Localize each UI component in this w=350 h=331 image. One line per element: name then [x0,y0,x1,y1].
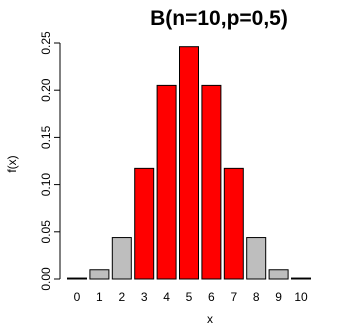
x-tick-label: 7 [230,290,237,304]
y-tick-label: 0.20 [39,78,53,102]
bar-5 [179,46,199,280]
y-tick-label: 0.05 [39,220,53,244]
x-tick-label: 10 [294,290,308,304]
bar-7 [223,167,244,280]
y-tick-label: 0.15 [39,125,53,149]
bar-9 [268,269,289,280]
y-tick-label: 0.10 [39,173,53,197]
x-tick-label: 4 [163,290,170,304]
y-axis: 0.00 0.05 0.10 0.15 0.20 0.25 [39,31,61,291]
x-tick-label: 5 [186,290,193,304]
bars [67,46,311,280]
x-tick-label: 3 [141,290,148,304]
y-tick-label: 0.00 [39,267,53,291]
bar-2 [111,237,132,280]
y-tick-label: 0.25 [39,31,53,55]
x-tick-label: 1 [96,290,103,304]
bar-0 [67,277,87,280]
bar-6 [201,84,222,280]
x-tick-label: 0 [74,290,81,304]
bar-10 [291,277,311,280]
bar-4 [156,84,177,280]
x-tick-label: 9 [275,290,282,304]
bar-1 [89,269,110,280]
bar-8 [246,237,267,280]
x-tick-labels: 0 1 2 3 4 5 6 7 8 9 10 [74,290,308,304]
y-axis-label: f(x) [5,155,19,172]
x-axis-label: x [207,312,213,326]
bar-3 [134,167,155,280]
x-tick-label: 2 [118,290,125,304]
x-tick-label: 6 [208,290,215,304]
chart-title: B(n=10,p=0,5) [150,7,288,30]
x-tick-label: 8 [253,290,260,304]
